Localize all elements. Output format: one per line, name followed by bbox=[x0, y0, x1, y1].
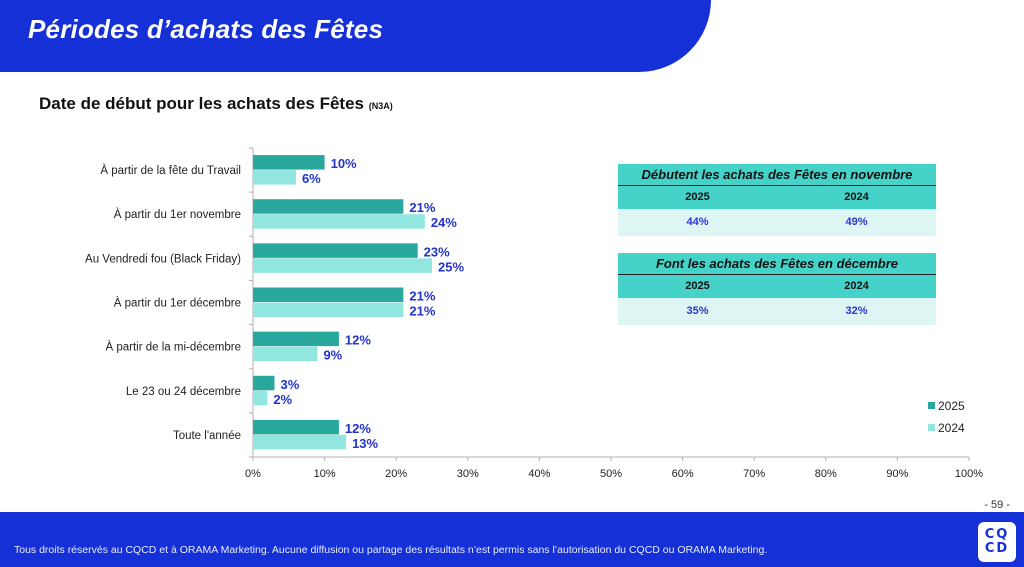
value-label-2025: 12% bbox=[345, 421, 371, 436]
bar-2025 bbox=[253, 419, 339, 435]
value-label-2024: 2% bbox=[273, 392, 292, 407]
value-label-2024: 24% bbox=[431, 215, 457, 230]
value-label-2025: 12% bbox=[345, 333, 371, 348]
page-number: - 59 - bbox=[984, 499, 1010, 511]
bar-2024 bbox=[253, 302, 404, 317]
december-table: Font les achats des Fêtes en décembre 20… bbox=[618, 253, 936, 325]
x-tick-label: 90% bbox=[886, 468, 908, 480]
x-tick-label: 60% bbox=[672, 468, 694, 480]
x-tick-label: 20% bbox=[385, 468, 407, 480]
december-table-title: Font les achats des Fêtes en décembre bbox=[618, 253, 936, 275]
value-label-2024: 21% bbox=[409, 304, 435, 319]
bar-2024 bbox=[253, 346, 318, 362]
legend-swatch-2024 bbox=[928, 424, 935, 431]
category-label: À partir du 1er décembre bbox=[114, 297, 241, 310]
value-label-2025: 10% bbox=[331, 156, 357, 171]
december-value-2025: 35% bbox=[686, 305, 709, 317]
bar-2025 bbox=[253, 199, 404, 214]
bar-2025 bbox=[253, 331, 339, 347]
cqcd-logo: CQ CD bbox=[978, 522, 1016, 562]
bar-2024 bbox=[253, 170, 296, 185]
footer-band: Tous droits réservés au CQCD et à ORAMA … bbox=[0, 512, 1024, 567]
value-label-2025: 21% bbox=[409, 289, 435, 304]
chart-title: Date de début pour les achats des Fêtes … bbox=[39, 94, 393, 114]
x-tick-label: 40% bbox=[528, 468, 550, 480]
value-label-2025: 3% bbox=[280, 377, 299, 392]
december-header-2025: 2025 bbox=[685, 280, 710, 292]
x-tick-label: 70% bbox=[743, 468, 765, 480]
december-header-2024: 2024 bbox=[844, 280, 869, 292]
x-tick-label: 80% bbox=[815, 468, 837, 480]
category-label: Le 23 ou 24 décembre bbox=[126, 386, 241, 398]
december-table-values: 35% 32% bbox=[618, 298, 936, 325]
bar-2025 bbox=[253, 287, 404, 302]
category-label: À partir du 1er novembre bbox=[114, 208, 241, 221]
bar-2025 bbox=[253, 155, 325, 170]
header-band: Périodes d’achats des Fêtes bbox=[0, 0, 711, 72]
category-label: Toute l'année bbox=[173, 430, 241, 442]
category-label: Au Vendredi fou (Black Friday) bbox=[85, 253, 241, 265]
category-label: À partir de la mi-décembre bbox=[106, 341, 242, 354]
legend-label-2024: 2024 bbox=[938, 421, 965, 435]
legend-swatch-2025 bbox=[928, 402, 935, 409]
value-label-2025: 23% bbox=[424, 244, 450, 259]
november-table-title: Débutent les achats des Fêtes en novembr… bbox=[618, 164, 936, 186]
value-label-2025: 21% bbox=[409, 200, 435, 215]
november-value-2024: 49% bbox=[845, 216, 868, 228]
november-table: Débutent les achats des Fêtes en novembr… bbox=[618, 164, 936, 236]
bar-2024 bbox=[253, 214, 425, 229]
bar-2024 bbox=[253, 258, 432, 273]
x-tick-label: 10% bbox=[314, 468, 336, 480]
x-tick-label: 50% bbox=[600, 468, 622, 480]
x-tick-label: 0% bbox=[245, 468, 261, 480]
bar-chart: 0% 10% 20% 30% 40% 50% 60% 70% 80% 90% 100% À parti… bbox=[85, 147, 983, 480]
november-table-header: 2025 2024 bbox=[618, 186, 936, 209]
november-table-values: 44% 49% bbox=[618, 209, 936, 236]
x-tick-label: 100% bbox=[955, 468, 983, 480]
page-title: Périodes d’achats des Fêtes bbox=[28, 14, 384, 44]
chart-title-main: Date de début pour les achats des Fêtes bbox=[39, 94, 364, 113]
chart-title-base: (N3A) bbox=[368, 101, 393, 111]
copyright-text: Tous droits réservés au CQCD et à ORAMA … bbox=[14, 544, 768, 556]
december-table-header: 2025 2024 bbox=[618, 275, 936, 298]
value-label-2024: 25% bbox=[438, 259, 464, 274]
logo-line-2: CD bbox=[984, 541, 1010, 556]
value-label-2024: 13% bbox=[352, 436, 378, 451]
bar-2025 bbox=[253, 243, 418, 258]
category-label: À partir de la fête du Travail bbox=[100, 164, 241, 177]
value-label-2024: 9% bbox=[323, 348, 342, 363]
value-label-2024: 6% bbox=[302, 171, 321, 186]
x-tick-label: 30% bbox=[457, 468, 479, 480]
bar-2025 bbox=[253, 375, 275, 391]
november-header-2024: 2024 bbox=[844, 191, 869, 203]
legend-label-2025: 2025 bbox=[938, 399, 965, 413]
november-value-2025: 44% bbox=[686, 216, 709, 228]
november-header-2025: 2025 bbox=[685, 191, 710, 203]
bar-2024 bbox=[253, 434, 347, 450]
bar-2024 bbox=[253, 390, 268, 406]
december-value-2024: 32% bbox=[845, 305, 868, 317]
logo-line-1: CQ bbox=[984, 527, 1010, 542]
